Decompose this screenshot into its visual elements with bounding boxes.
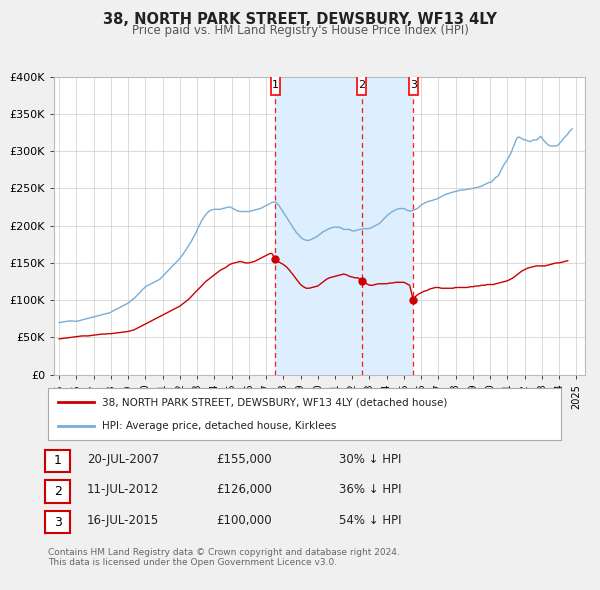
Text: 20-JUL-2007: 20-JUL-2007	[87, 453, 159, 466]
FancyBboxPatch shape	[409, 74, 418, 96]
Text: 36% ↓ HPI: 36% ↓ HPI	[339, 483, 401, 496]
Text: 16-JUL-2015: 16-JUL-2015	[87, 514, 159, 527]
Text: Contains HM Land Registry data © Crown copyright and database right 2024.: Contains HM Land Registry data © Crown c…	[48, 548, 400, 556]
FancyBboxPatch shape	[271, 74, 280, 96]
FancyBboxPatch shape	[357, 74, 366, 96]
Text: 11-JUL-2012: 11-JUL-2012	[87, 483, 160, 496]
Text: 30% ↓ HPI: 30% ↓ HPI	[339, 453, 401, 466]
Text: 3: 3	[53, 516, 62, 529]
Text: 54% ↓ HPI: 54% ↓ HPI	[339, 514, 401, 527]
Text: £155,000: £155,000	[216, 453, 272, 466]
Text: 2: 2	[358, 80, 365, 90]
Bar	[275, 77, 413, 375]
Text: 38, NORTH PARK STREET, DEWSBURY, WF13 4LY: 38, NORTH PARK STREET, DEWSBURY, WF13 4L…	[103, 12, 497, 27]
Text: 1: 1	[272, 80, 279, 90]
Text: £100,000: £100,000	[216, 514, 272, 527]
Text: £126,000: £126,000	[216, 483, 272, 496]
Text: 2: 2	[53, 485, 62, 498]
Text: This data is licensed under the Open Government Licence v3.0.: This data is licensed under the Open Gov…	[48, 558, 337, 567]
Text: 1: 1	[53, 454, 62, 467]
Text: 38, NORTH PARK STREET, DEWSBURY, WF13 4LY (detached house): 38, NORTH PARK STREET, DEWSBURY, WF13 4L…	[102, 397, 447, 407]
Text: 3: 3	[410, 80, 417, 90]
Text: Price paid vs. HM Land Registry's House Price Index (HPI): Price paid vs. HM Land Registry's House …	[131, 24, 469, 37]
Text: HPI: Average price, detached house, Kirklees: HPI: Average price, detached house, Kirk…	[102, 421, 336, 431]
